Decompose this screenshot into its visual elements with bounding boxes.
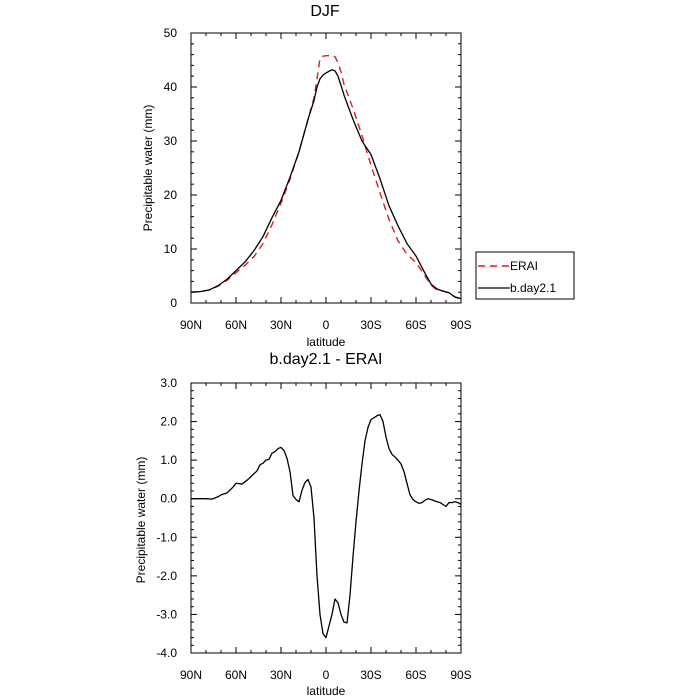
x-tick-label: 30S <box>360 668 381 682</box>
x-tick-label: 0 <box>323 668 330 682</box>
x-tick-label: 30S <box>360 318 381 332</box>
x-tick-label: 90N <box>180 668 202 682</box>
x-tick-label: 30N <box>270 668 292 682</box>
y-tick-label: 20 <box>164 188 178 202</box>
x-tick-label: 90N <box>180 318 202 332</box>
y-tick-label: 0 <box>170 296 177 310</box>
y-tick-label: 30 <box>164 134 178 148</box>
series-lines <box>191 413 462 639</box>
y-axis-label: Precipitable water (mm) <box>141 105 155 232</box>
series-line-b-day2-1 <box>190 69 462 300</box>
y-tick-label: -2.0 <box>156 569 177 583</box>
chart-title: b.day2.1 - ERAI <box>270 351 383 368</box>
y-tick-label: -4.0 <box>156 646 177 660</box>
y-axis: -4.0 -3.0 -2.0 -1.0 0.0 1.0 2.0 3.0 <box>156 376 461 660</box>
x-tick-label: 0 <box>323 318 330 332</box>
x-tick-label: 60S <box>405 318 426 332</box>
x-axis-label: latitude <box>307 335 346 349</box>
legend: ERAI b.day2.1 <box>475 251 575 300</box>
chart-difference: b.day2.1 - ERAI 90N 60N 30N 0 30S 60S 90S -4.0… <box>134 351 472 698</box>
chart-title: DJF <box>310 3 340 20</box>
legend-label-bday: b.day2.1 <box>510 281 556 295</box>
chart-djf: DJF 90N 60N 30N 0 30S 60S 90S 0 10 20 30 40 50 lati… <box>141 3 575 349</box>
x-tick-label: 30N <box>270 318 292 332</box>
y-tick-label: -1.0 <box>156 530 177 544</box>
plot-frame <box>190 382 462 654</box>
x-axis-label: latitude <box>307 684 346 698</box>
y-tick-label: 10 <box>164 242 178 256</box>
x-tick-label: 60N <box>225 318 247 332</box>
series-line-erai <box>190 54 462 300</box>
y-tick-label: 0.0 <box>160 492 177 506</box>
x-tick-label: 90S <box>450 668 471 682</box>
x-axis: 90N 60N 30N 0 30S 60S 90S <box>180 383 472 682</box>
series-lines <box>190 54 462 300</box>
series-line <box>191 413 462 639</box>
y-tick-label: 1.0 <box>160 453 177 467</box>
legend-label-erai: ERAI <box>510 259 538 273</box>
y-tick-label: 2.0 <box>160 415 177 429</box>
y-axis: 0 10 20 30 40 50 <box>164 26 461 310</box>
legend-box <box>475 251 575 300</box>
y-tick-label: 3.0 <box>160 376 177 390</box>
x-tick-label: 60N <box>225 668 247 682</box>
y-axis-label: Precipitable water (mm) <box>134 457 148 584</box>
x-tick-label: 60S <box>405 668 426 682</box>
y-tick-label: 40 <box>164 80 178 94</box>
y-tick-label: -3.0 <box>156 607 177 621</box>
x-axis: 90N 60N 30N 0 30S 60S 90S <box>180 33 472 332</box>
x-tick-label: 90S <box>450 318 471 332</box>
y-tick-label: 50 <box>164 26 178 40</box>
